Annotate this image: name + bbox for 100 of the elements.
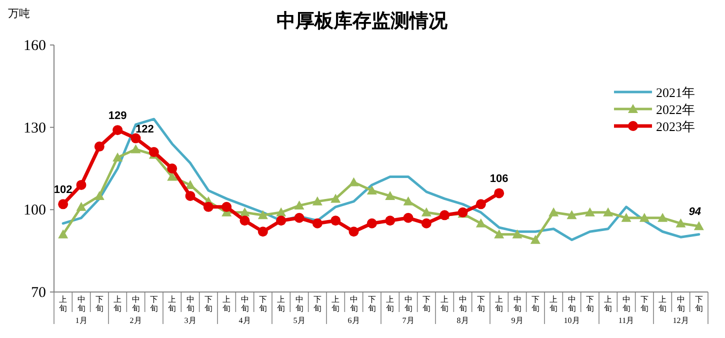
x-tick-label: 下旬 (95, 295, 104, 313)
point (512, 229, 522, 238)
text: 8月 (456, 316, 469, 325)
point (258, 210, 268, 220)
x-tick-label: 上旬 (114, 295, 122, 313)
y-tick-label: 130 (24, 120, 46, 136)
point (276, 207, 286, 216)
text: 3月 (184, 316, 196, 325)
x-tick-label: 下旬 (313, 295, 322, 313)
text: 9月 (511, 316, 524, 325)
x-tick-label: 中旬 (622, 295, 630, 313)
point (476, 218, 486, 228)
x-tick-label: 下旬 (531, 295, 540, 313)
legend-label: 2023年 (656, 119, 695, 134)
point (240, 207, 250, 216)
text: 1月 (75, 316, 88, 325)
point (385, 190, 396, 200)
x-tick-label: 中旬 (458, 295, 467, 313)
point (403, 196, 414, 206)
point (58, 199, 68, 210)
point (330, 194, 341, 203)
point (148, 147, 159, 158)
x-tick-label: 中旬 (404, 295, 412, 313)
point (276, 216, 286, 226)
x-tick-label: 上旬 (222, 295, 231, 313)
point (294, 200, 304, 210)
chart-title: 中厚板库存监测情况 (276, 10, 448, 32)
x-tick-label: 下旬 (422, 295, 430, 313)
x-tick-label: 上旬 (277, 295, 286, 313)
x-tick-label: 下旬 (476, 295, 485, 313)
point (603, 207, 614, 216)
y-tick-label: 100 (24, 202, 46, 219)
point (676, 218, 686, 228)
x-tick-label: 中旬 (240, 295, 249, 313)
point (366, 185, 377, 194)
legend-label: 2021年 (656, 85, 695, 100)
point (94, 190, 104, 200)
point (76, 180, 86, 190)
text: 11月 (618, 316, 634, 325)
point (639, 212, 650, 222)
data-label: 102 (54, 184, 72, 196)
x-tick-label: 中旬 (513, 295, 522, 313)
point (167, 164, 178, 174)
x-tick-label: 上旬 (332, 295, 340, 313)
point (203, 202, 214, 212)
point (566, 210, 577, 220)
point (185, 180, 196, 189)
text: 5月 (293, 316, 306, 325)
x-tick-label: 上旬 (386, 295, 394, 313)
point (494, 229, 504, 238)
point (694, 221, 704, 230)
x-tick-label: 中旬 (295, 295, 304, 313)
x-tick-label: 中旬 (568, 295, 576, 313)
point (476, 199, 486, 210)
x-tick-label: 下旬 (640, 295, 648, 313)
text: 6月 (348, 316, 360, 325)
y-tick-label: 160 (24, 38, 46, 54)
point (330, 216, 341, 226)
point (130, 133, 141, 144)
point (294, 212, 304, 223)
x-tick-label: 上旬 (495, 295, 504, 313)
point (312, 218, 322, 228)
x-tick-label: 上旬 (604, 295, 612, 313)
point (112, 152, 123, 162)
x-tick-label: 中旬 (350, 295, 358, 313)
point (385, 216, 396, 226)
point (584, 207, 595, 216)
x-tick-label: 上旬 (59, 295, 68, 313)
point (530, 234, 540, 244)
point (112, 125, 123, 136)
x-tick-label: 中旬 (186, 295, 194, 313)
point (76, 202, 86, 211)
point (348, 226, 359, 237)
point (185, 190, 196, 201)
y-tick-label: 70 (31, 285, 46, 301)
text: 2月 (130, 316, 142, 325)
point (658, 212, 668, 222)
text: 7月 (402, 316, 414, 325)
x-tick-label: 下旬 (258, 295, 267, 313)
x-tick-label: 下旬 (586, 295, 594, 313)
text: 4月 (238, 316, 251, 325)
point (621, 212, 632, 222)
point (312, 196, 322, 206)
point (58, 229, 68, 238)
data-label: 129 (108, 110, 127, 122)
point (403, 212, 414, 223)
text: 10月 (564, 316, 580, 325)
x-tick-label: 下旬 (204, 295, 212, 313)
x-tick-label: 上旬 (168, 295, 176, 313)
point (548, 207, 559, 216)
point (366, 218, 377, 228)
point (240, 216, 250, 226)
point (94, 142, 104, 152)
x-tick-label: 上旬 (658, 295, 667, 313)
point (222, 202, 232, 212)
point (258, 226, 268, 237)
point (494, 188, 504, 198)
x-tick-label: 上旬 (550, 295, 558, 313)
point (167, 172, 178, 181)
y-axis-title: 万吨 (8, 7, 30, 20)
